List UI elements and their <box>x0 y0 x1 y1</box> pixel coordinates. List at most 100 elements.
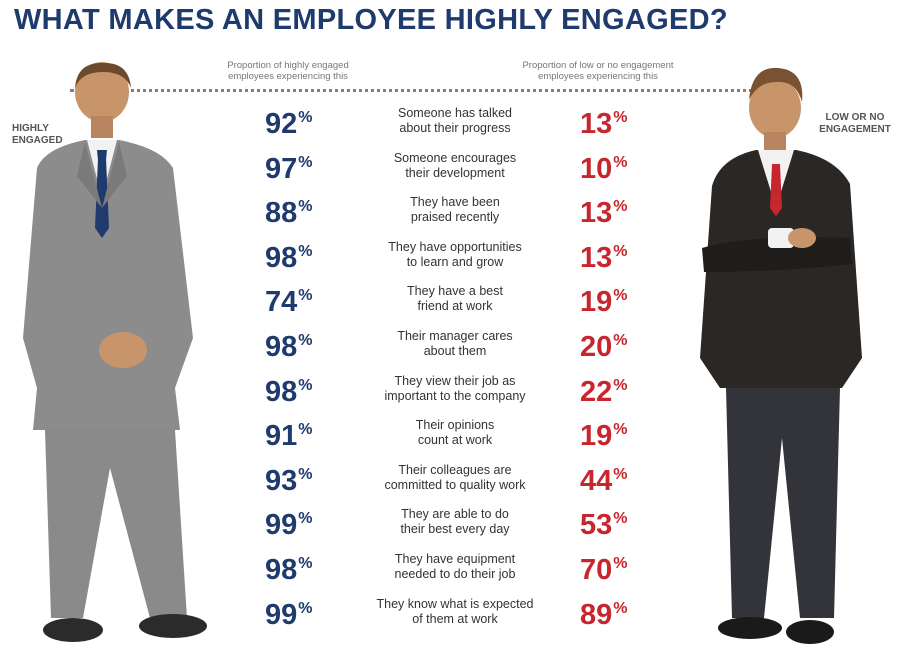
percent-sign: % <box>613 242 628 260</box>
percent-sign: % <box>298 287 313 305</box>
highly-engaged-percent: 99% <box>265 593 313 637</box>
factor-label: They have equipment needed to do their j… <box>394 552 516 581</box>
factor-label: They have a best friend at work <box>407 284 503 314</box>
low-engagement-value: 13 <box>580 197 613 230</box>
table-row: 92% Someone has talked about their progre… <box>240 102 660 146</box>
highly-engaged-value: 98 <box>265 331 298 363</box>
percent-sign: % <box>298 421 313 439</box>
low-engagement-percent: 13% <box>580 102 628 146</box>
highly-engaged-percent: 74% <box>265 280 313 324</box>
highly-engaged-value: 91 <box>265 420 298 453</box>
highly-engaged-percent: 92% <box>265 102 313 146</box>
highly-engaged-percent: 91% <box>265 414 313 458</box>
factor-label: They have opportunities to learn and gro… <box>388 239 522 269</box>
table-row: 93% Their colleagues are committed to qua… <box>240 459 660 503</box>
table-row: 98% Their manager cares about them 20% <box>240 325 660 369</box>
factor-label: Their manager cares about them <box>397 329 513 358</box>
highly-engaged-percent: 97% <box>265 147 313 191</box>
table-row: 98% They view their job as important to t… <box>240 370 660 414</box>
highly-engaged-person-illustration <box>23 62 207 642</box>
factor-label: They view their job as important to the … <box>384 373 526 403</box>
factor-label: Their colleagues are committed to qualit… <box>384 462 526 492</box>
percent-sign: % <box>613 198 628 216</box>
low-engagement-value: 53 <box>580 509 613 542</box>
percent-sign: % <box>613 109 628 126</box>
low-engagement-value: 19 <box>580 420 613 453</box>
highly-engaged-percent: 88% <box>265 191 313 235</box>
percent-sign: % <box>298 599 313 617</box>
low-engagement-percent: 89% <box>580 593 628 637</box>
highly-engaged-value: 99 <box>265 509 298 542</box>
low-engagement-value: 10 <box>580 152 613 185</box>
highly-engaged-percent: 98% <box>265 370 313 414</box>
percent-sign: % <box>613 510 628 528</box>
table-row: 91% Their opinions count at work 19% <box>240 414 660 458</box>
percent-sign: % <box>298 242 313 260</box>
low-engagement-percent: 70% <box>580 548 628 592</box>
percent-sign: % <box>298 555 313 572</box>
highly-engaged-value: 98 <box>265 375 298 408</box>
low-engagement-percent: 20% <box>580 325 628 369</box>
left-column-header: Proportion of highly engaged employees e… <box>227 60 349 82</box>
low-engagement-percent: 19% <box>580 414 628 458</box>
low-engagement-percent: 19% <box>580 280 628 324</box>
percent-sign: % <box>298 109 313 126</box>
table-row: 99% They are able to do their best every … <box>240 503 660 547</box>
table-row: 97% Someone encourages their development 1… <box>240 147 660 191</box>
table-row: 98% They have equipment needed to do thei… <box>240 548 660 592</box>
table-row: 98% They have opportunities to learn and … <box>240 236 660 280</box>
highly-engaged-value: 74 <box>265 286 298 319</box>
factor-label: Someone encourages their development <box>393 150 517 180</box>
page-title: WHAT MAKES AN EMPLOYEE HIGHLY ENGAGED? <box>14 4 728 36</box>
low-engagement-percent: 13% <box>580 191 628 235</box>
percent-sign: % <box>613 555 628 572</box>
low-engagement-value: 70 <box>580 554 613 586</box>
highly-engaged-percent: 98% <box>265 236 313 280</box>
highly-engaged-percent: 98% <box>265 548 313 592</box>
highly-engaged-label: HIGHLY ENGAGED <box>12 123 63 146</box>
highly-engaged-value: 99 <box>265 598 298 631</box>
low-engagement-value: 22 <box>580 375 613 408</box>
table-row: 99% They know what is expected of them at… <box>240 593 660 637</box>
low-engagement-value: 44 <box>580 464 613 497</box>
low-engagement-value: 13 <box>580 241 613 274</box>
low-engagement-percent: 44% <box>580 459 628 503</box>
percent-sign: % <box>613 421 628 439</box>
low-engagement-value: 19 <box>580 286 613 319</box>
low-engagement-percent: 53% <box>580 503 628 547</box>
low-engagement-value: 13 <box>580 108 613 140</box>
highly-engaged-value: 92 <box>265 108 298 140</box>
low-engagement-percent: 13% <box>580 236 628 280</box>
highly-engaged-percent: 99% <box>265 503 313 547</box>
dotted-divider <box>70 89 760 92</box>
low-engagement-value: 20 <box>580 331 613 363</box>
factor-label: They know what is expected of them at wo… <box>376 596 534 626</box>
percent-sign: % <box>613 599 628 617</box>
table-row: 74% They have a best friend at work 19% <box>240 280 660 324</box>
percent-sign: % <box>613 153 628 171</box>
highly-engaged-percent: 93% <box>265 459 313 503</box>
percent-sign: % <box>613 376 628 394</box>
percent-sign: % <box>613 332 628 349</box>
table-row: 88% They have been praised recently 13% <box>240 191 660 235</box>
highly-engaged-value: 88 <box>265 197 298 230</box>
low-engagement-person-illustration <box>700 67 862 644</box>
low-engagement-percent: 22% <box>580 370 628 414</box>
percent-sign: % <box>298 198 313 216</box>
percent-sign: % <box>613 287 628 305</box>
percent-sign: % <box>298 332 313 349</box>
low-engagement-percent: 10% <box>580 147 628 191</box>
percent-sign: % <box>298 465 313 483</box>
low-engagement-value: 89 <box>580 598 613 631</box>
percent-sign: % <box>613 465 628 483</box>
factor-label: They are able to do their best every day <box>400 507 510 537</box>
percent-sign: % <box>298 153 313 171</box>
highly-engaged-percent: 98% <box>265 325 313 369</box>
factor-label: They have been praised recently <box>410 195 500 225</box>
factor-label: Their opinions count at work <box>415 418 495 448</box>
percent-sign: % <box>298 510 313 528</box>
highly-engaged-value: 93 <box>265 464 298 497</box>
percent-sign: % <box>298 376 313 394</box>
highly-engaged-value: 98 <box>265 241 298 274</box>
